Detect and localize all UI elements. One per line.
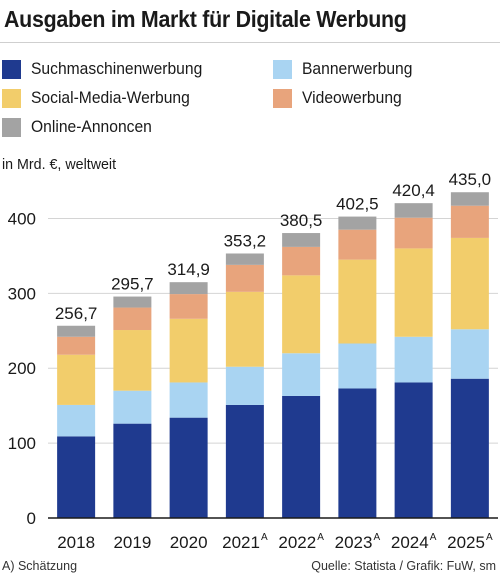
bar-segment [57, 354, 96, 405]
bar-segment [225, 253, 264, 265]
bar-segment [113, 423, 152, 518]
bar-segment [282, 395, 321, 518]
bar-segment [282, 275, 321, 354]
bar-segment [57, 436, 96, 518]
legend-label: Social-Media-Werbung [31, 88, 190, 107]
x-tick-label: 2018 [57, 533, 95, 552]
bar-segment [282, 353, 321, 396]
bar-segment [394, 382, 433, 518]
x-tick-label: 2023A [335, 532, 381, 552]
legend-swatch [273, 59, 292, 79]
x-tick-label: 2019 [113, 533, 151, 552]
bar-segment [282, 246, 321, 276]
bar-segment [450, 192, 489, 206]
bar-segment [169, 318, 208, 383]
bar-segment [394, 203, 433, 218]
bar-segment [450, 378, 489, 518]
bar-total-label: 353,2 [224, 231, 267, 250]
y-tick-label: 400 [8, 209, 36, 228]
legend-label: Online-Annoncen [31, 117, 152, 136]
bar-segment [225, 366, 264, 405]
bar-segment [225, 404, 264, 518]
legend-swatch [2, 59, 21, 79]
x-tick-label: 2024A [391, 532, 437, 552]
y-tick-label: 200 [8, 359, 36, 378]
legend-label: Videowerbung [302, 88, 402, 107]
bar-segment [113, 307, 152, 331]
y-tick-label: 0 [27, 509, 36, 528]
legend-item-bannerwerbung: Bannerwerbung [273, 58, 422, 80]
x-tick-label: 2020 [170, 533, 208, 552]
x-tick-label: 2025A [447, 532, 493, 552]
bar-segment [282, 233, 321, 247]
bar-segment [57, 404, 96, 437]
source-credit: Quelle: Statista / Grafik: FuW, sm [311, 559, 496, 573]
bar-segment [225, 291, 264, 367]
x-tick-label: 2021A [222, 532, 268, 552]
legend-label: Suchmaschinenwerbung [31, 59, 203, 78]
y-tick-label: 300 [8, 284, 36, 303]
bar-total-label: 402,5 [336, 195, 379, 214]
bar-segment [169, 294, 208, 319]
bar-segment [338, 229, 377, 260]
bar-segment [450, 237, 489, 330]
bar-total-label: 380,5 [280, 211, 323, 230]
bar-total-label: 295,7 [111, 275, 154, 294]
bar-segment [450, 205, 489, 238]
legend-item-social-media-werbung: Social-Media-Werbung [2, 87, 204, 109]
legend-swatch [273, 88, 292, 108]
bar-total-label: 435,0 [449, 170, 492, 189]
bar-segment [338, 343, 377, 389]
bar-total-label: 256,7 [55, 304, 98, 323]
bar-segment [113, 296, 152, 308]
bar-segment [169, 417, 208, 518]
legend-item-videowerbung: Videowerbung [273, 87, 410, 109]
bar-total-label: 314,9 [167, 260, 210, 279]
bar-segment [394, 217, 433, 249]
bar-segment [57, 325, 96, 337]
bar-segment [394, 336, 433, 383]
bar-total-label: 420,4 [392, 181, 435, 200]
footnote: A) Schätzung [2, 559, 78, 573]
y-tick-label: 100 [8, 434, 36, 453]
title-divider [0, 42, 500, 43]
legend-item-suchmaschinenwerbung: Suchmaschinenwerbung [2, 58, 217, 80]
bar-segment [450, 329, 489, 379]
legend-swatch [2, 88, 21, 108]
bar-segment [57, 336, 96, 355]
bar-segment [394, 248, 433, 337]
bar-segment [169, 382, 208, 418]
legend-swatch [2, 117, 21, 137]
unit-label: in Mrd. €, weltweit [2, 156, 117, 173]
chart-title: Ausgaben im Markt für Digitale Werbung [4, 6, 407, 32]
bar-segment [338, 388, 377, 518]
x-tick-label: 2022A [278, 532, 324, 552]
bar-segment [169, 282, 208, 295]
bar-segment [113, 390, 152, 424]
bar-segment [338, 259, 377, 344]
bar-segment [113, 330, 152, 391]
legend-item-online-annoncen: Online-Annoncen [2, 116, 162, 138]
bar-segment [225, 264, 264, 292]
bar-segment [338, 216, 377, 230]
legend-label: Bannerwerbung [302, 59, 413, 78]
